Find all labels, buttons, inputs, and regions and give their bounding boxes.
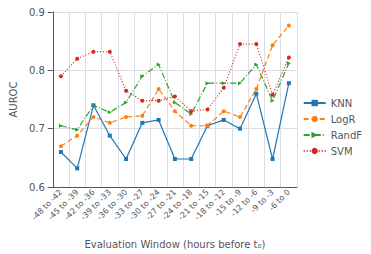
svg-text:-24 to -18: -24 to -18 bbox=[160, 187, 195, 222]
svg-text:Evaluation Window (hours befor: Evaluation Window (hours before t₀) bbox=[84, 239, 265, 250]
svg-text:LogR: LogR bbox=[331, 114, 356, 125]
svg-text:0.6: 0.6 bbox=[29, 182, 45, 193]
svg-text:SVM: SVM bbox=[331, 146, 353, 157]
svg-text:-39 to -33: -39 to -33 bbox=[78, 187, 113, 222]
svg-text:-6 to 0: -6 to 0 bbox=[267, 188, 292, 213]
svg-text:KNN: KNN bbox=[331, 98, 353, 109]
svg-text:-45 to -39: -45 to -39 bbox=[46, 187, 81, 222]
svg-text:-36 to -30: -36 to -30 bbox=[95, 187, 130, 222]
svg-text:AUROC: AUROC bbox=[8, 82, 19, 118]
svg-text:-33 to -27: -33 to -27 bbox=[111, 187, 146, 222]
svg-text:-9 to -3: -9 to -3 bbox=[248, 187, 276, 215]
svg-text:-21 to -15: -21 to -15 bbox=[176, 187, 211, 222]
svg-text:-18 to -12: -18 to -12 bbox=[192, 187, 227, 222]
svg-text:0.7: 0.7 bbox=[29, 123, 45, 134]
svg-text:RandF: RandF bbox=[331, 130, 363, 141]
svg-text:-30 to -24: -30 to -24 bbox=[127, 187, 162, 222]
svg-text:-27 to -21: -27 to -21 bbox=[144, 187, 179, 222]
svg-text:0.8: 0.8 bbox=[29, 65, 45, 76]
svg-text:-15 to -9: -15 to -9 bbox=[212, 187, 244, 219]
svg-text:-48 to -42: -48 to -42 bbox=[30, 187, 65, 222]
svg-text:0.9: 0.9 bbox=[29, 7, 45, 18]
svg-text:-42 to -36: -42 to -36 bbox=[62, 187, 97, 222]
svg-text:-12 to -6: -12 to -6 bbox=[229, 187, 260, 219]
